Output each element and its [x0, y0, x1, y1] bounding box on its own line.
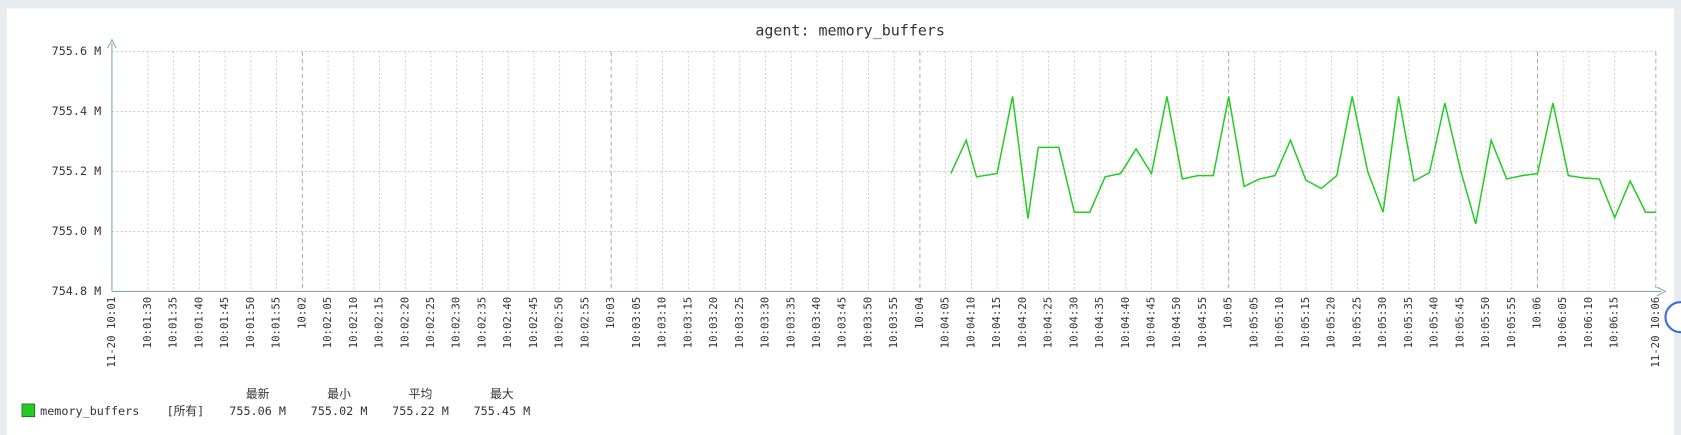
x-tick-label: 10:06:10: [1582, 297, 1595, 349]
x-tick-label: 10:04:35: [1093, 297, 1106, 349]
x-tick-label: 10:01:45: [218, 297, 231, 349]
marks: [950, 96, 1656, 225]
x-tick-label: 10:05:50: [1479, 297, 1492, 349]
x-tick-label: 10:03:30: [759, 297, 772, 349]
x-tick-label: 10:02:25: [424, 297, 437, 349]
y-tick-label: 754.8 M: [52, 284, 102, 298]
x-tick-label: 10:05:20: [1325, 297, 1338, 349]
x-tick-label: 11-20 10:06: [1649, 297, 1662, 368]
x-tick-label: 10:05:30: [1376, 297, 1389, 349]
x-tick-label: 10:04:15: [990, 297, 1003, 349]
x-tick-label: 10:03:40: [810, 297, 823, 349]
x-tick-label: 10:02:05: [321, 297, 334, 349]
x-tick-label: 10:04:40: [1119, 297, 1132, 349]
panel: [6, 8, 1675, 435]
legend-header: 最新: [246, 387, 270, 401]
x-tick-label: 10:03:10: [656, 297, 669, 349]
x-tick-label: 10:03:35: [784, 297, 797, 349]
x-tick-label: 10:04:25: [1042, 297, 1055, 349]
x-tick-label: 10:05:10: [1273, 297, 1286, 349]
x-tick-label: 10:04:55: [1196, 297, 1209, 349]
x-tick-label: 10:04:50: [1170, 297, 1183, 349]
x-tick-label: 10:02:50: [553, 297, 566, 349]
legend-stat: 755.06 M: [229, 404, 286, 418]
x-tick-label: 10:05:45: [1453, 297, 1466, 349]
x-tick-label: 10:03:55: [887, 297, 900, 349]
x-tick-label: 10:04:45: [1145, 297, 1158, 349]
x-tick-label: 10:02:40: [501, 297, 514, 349]
y-axis-arrow: [107, 38, 117, 49]
y-tick-label: 755.0 M: [52, 224, 102, 238]
x-tick-label: 10:05:05: [1247, 297, 1260, 349]
x-tick-label: 10:02:30: [450, 297, 463, 349]
legend-header: 最大: [490, 387, 514, 401]
x-tick-label: 10:03:05: [630, 297, 643, 349]
x-tick-label: 11-20 10:01: [105, 297, 118, 368]
x-tick-label: 10:04: [913, 297, 926, 329]
x-tick-label: 10:01:55: [270, 297, 283, 349]
x-tick-label: 10:03:50: [861, 297, 874, 349]
chart-title: agent: memory_buffers: [755, 22, 945, 40]
x-tick-label: 10:01:30: [141, 297, 154, 349]
x-tick-label: 10:02:20: [398, 297, 411, 349]
x-tick-label: 10:01:35: [167, 297, 180, 349]
y-tick-label: 755.4 M: [52, 104, 102, 118]
x-tick-label: 10:03:20: [707, 297, 720, 349]
x-tick-label: 10:04:20: [1016, 297, 1029, 349]
x-tick-label: 10:06:05: [1556, 297, 1569, 349]
legend-header: 最小: [327, 387, 351, 401]
x-tick-label: 10:06:15: [1608, 297, 1621, 349]
x-tick-label: 10:01:50: [244, 297, 257, 349]
x-tick-label: 10:04:05: [939, 297, 952, 349]
x-tick-label: 10:01:40: [192, 297, 205, 349]
legend-name: memory_buffers: [40, 404, 139, 418]
x-tick-label: 10:04:10: [964, 297, 977, 349]
x-tick-label: 10:02:10: [347, 297, 360, 349]
data-line: [950, 96, 1656, 225]
x-tick-label: 10:06: [1530, 297, 1543, 329]
legend-header: 平均: [409, 387, 433, 401]
x-tick-label: 10:02: [295, 297, 308, 329]
x-tick-label: 10:03:25: [733, 297, 746, 349]
y-tick-label: 755.2 M: [52, 164, 102, 178]
x-tick-label: 10:05:40: [1428, 297, 1441, 349]
x-tick-label: 10:03: [604, 297, 617, 329]
x-tick-label: 10:02:45: [527, 297, 540, 349]
legend-stat: 755.45 M: [474, 404, 531, 418]
legend-stat: 755.22 M: [392, 404, 449, 418]
x-tick-label: 10:05:15: [1299, 297, 1312, 349]
x-tick-label: 10:02:15: [373, 297, 386, 349]
x-tick-label: 10:05:25: [1350, 297, 1363, 349]
y-tick-label: 755.6 M: [52, 44, 102, 58]
legend-swatch: [21, 403, 36, 418]
x-tick-label: 10:05:55: [1505, 297, 1518, 349]
x-axis-arrow: [1656, 286, 1667, 297]
x-tick-label: 10:05: [1222, 297, 1235, 329]
x-tick-label: 10:04:30: [1067, 297, 1080, 349]
x-tick-label: 10:02:35: [475, 297, 488, 349]
x-tick-label: 10:03:15: [681, 297, 694, 349]
legend-stat: 755.02 M: [311, 404, 368, 418]
legend-scope: [所有]: [167, 404, 205, 418]
x-tick-label: 10:05:35: [1402, 297, 1415, 349]
x-tick-label: 10:02:55: [578, 297, 591, 349]
x-tick-label: 10:03:45: [836, 297, 849, 349]
